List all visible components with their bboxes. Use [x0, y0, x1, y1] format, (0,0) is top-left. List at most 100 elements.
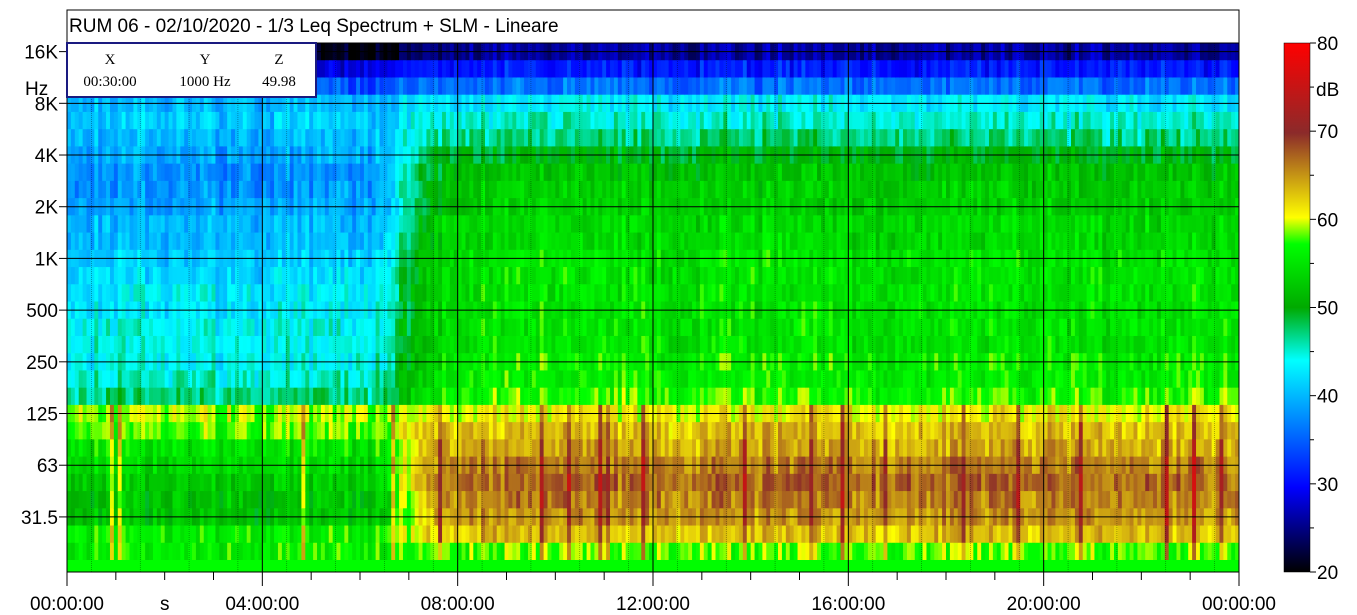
- heatmap-cell: [160, 318, 166, 337]
- heatmap-cell: [582, 439, 588, 458]
- heatmap-cell: [309, 387, 314, 406]
- heatmap-cell: [703, 370, 709, 389]
- heatmap-cell: [285, 370, 291, 389]
- heatmap-cell: [473, 439, 478, 458]
- heatmap-cell: [238, 525, 244, 544]
- heatmap-cell: [277, 215, 283, 234]
- heatmap-cell: [391, 215, 396, 234]
- heatmap-cell: [82, 473, 88, 492]
- heatmap-cell: [98, 387, 103, 406]
- heatmap-cell: [621, 60, 627, 79]
- heatmap-cell: [121, 284, 127, 303]
- heatmap-cell: [168, 525, 174, 544]
- heatmap-cell: [477, 491, 482, 509]
- heatmap-cell: [430, 60, 435, 79]
- heatmap-cell: [527, 387, 533, 406]
- heatmap-cell: [555, 129, 560, 147]
- heatmap-cell: [461, 180, 467, 199]
- heatmap-cell: [363, 111, 369, 130]
- heatmap-cell: [215, 439, 220, 458]
- heatmap-cell: [371, 370, 377, 389]
- heatmap-cell: [645, 180, 650, 199]
- heatmap-cell: [238, 232, 244, 251]
- heatmap-cell: [695, 215, 701, 234]
- heatmap-cell: [610, 335, 615, 354]
- heatmap-cell: [660, 111, 666, 130]
- heatmap-cell: [469, 335, 474, 354]
- heatmap-cell: [109, 335, 115, 354]
- heatmap-cell: [363, 318, 369, 337]
- heatmap-cell: [590, 542, 595, 561]
- heatmap-cell: [461, 439, 467, 458]
- heatmap-cell: [520, 473, 525, 492]
- heatmap-cell: [258, 232, 263, 251]
- heatmap-cell: [703, 77, 709, 96]
- heatmap-cell: [610, 473, 615, 492]
- heatmap-cell: [516, 111, 521, 130]
- heatmap-cell: [641, 60, 646, 79]
- heatmap-cell: [90, 284, 95, 303]
- heatmap-cell: [184, 215, 189, 234]
- heatmap-cell: [109, 284, 115, 303]
- heatmap-cell: [598, 422, 603, 440]
- heatmap-cell: [320, 318, 326, 337]
- heatmap-cell: [531, 60, 537, 79]
- heatmap-cell: [328, 111, 334, 130]
- heatmap-cell: [695, 163, 701, 182]
- heatmap-cell: [414, 335, 420, 354]
- heatmap-cell: [563, 267, 568, 285]
- heatmap-cell: [567, 77, 572, 96]
- heatmap-cell: [461, 111, 467, 130]
- heatmap-cell: [625, 232, 631, 251]
- heatmap-cell: [653, 335, 658, 354]
- heatmap-cell: [360, 491, 365, 509]
- heatmap-cell: [668, 491, 674, 509]
- heatmap-cell: [680, 129, 685, 147]
- heatmap-cell: [94, 473, 99, 492]
- heatmap-cell: [567, 163, 572, 182]
- heatmap-cell: [207, 284, 213, 303]
- heatmap-cell: [641, 318, 646, 337]
- heatmap-cell: [387, 111, 392, 130]
- heatmap-cell: [254, 163, 260, 182]
- heatmap-cell: [434, 129, 439, 147]
- heatmap-cell: [551, 370, 556, 389]
- heatmap-cell: [559, 473, 564, 492]
- heatmap-cell: [90, 422, 95, 440]
- heatmap-cell: [125, 180, 131, 199]
- heatmap-cell: [395, 525, 400, 544]
- heatmap-cell: [703, 180, 709, 199]
- heatmap-cell: [434, 111, 439, 130]
- heatmap-cell: [113, 370, 119, 389]
- heatmap-cell: [598, 439, 603, 458]
- heatmap-cell: [301, 318, 306, 337]
- heatmap-cell: [371, 525, 377, 544]
- heatmap-cell: [86, 370, 92, 389]
- heatmap-cell: [250, 542, 256, 561]
- heatmap-cell: [102, 318, 107, 337]
- heatmap-cell: [90, 215, 95, 234]
- heatmap-cell: [285, 232, 291, 251]
- heatmap-cell: [109, 318, 115, 337]
- heatmap-cell: [74, 163, 80, 182]
- heatmap-cell: [184, 129, 189, 147]
- heatmap-cell: [520, 284, 525, 303]
- heatmap-cell: [152, 129, 158, 147]
- heatmap-cell: [160, 215, 166, 234]
- heatmap-cell: [672, 267, 678, 285]
- heatmap-cell: [293, 267, 299, 285]
- heatmap-cell: [250, 111, 256, 130]
- heatmap-cell: [293, 232, 299, 251]
- heatmap-cell: [399, 439, 404, 458]
- heatmap-cell: [391, 439, 396, 458]
- heatmap-cell: [629, 542, 635, 561]
- heatmap-cell: [461, 267, 467, 285]
- heatmap-cell: [664, 422, 670, 440]
- heatmap-cell: [375, 77, 381, 96]
- heatmap-cell: [418, 180, 424, 199]
- heatmap-cell: [129, 335, 135, 354]
- heatmap-cell: [453, 60, 459, 79]
- heatmap-cell: [496, 318, 502, 337]
- heatmap-cell: [207, 111, 213, 130]
- heatmap-cell: [508, 77, 513, 96]
